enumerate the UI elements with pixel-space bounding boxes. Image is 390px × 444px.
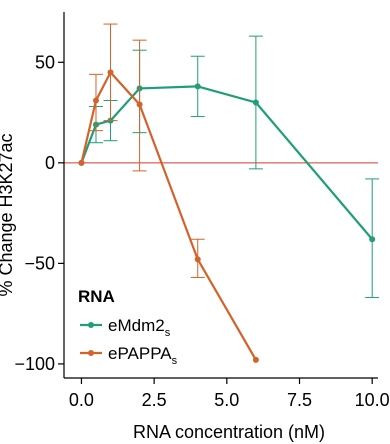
legend-title: RNA [78, 287, 115, 306]
data-point [369, 236, 376, 243]
y-tick-label: −50 [24, 253, 55, 273]
data-point [78, 159, 85, 166]
x-tick-label: 5.0 [214, 390, 239, 410]
y-tick-label: −100 [14, 354, 55, 374]
x-tick-label: 7.5 [287, 390, 312, 410]
y-axis-title: % Change H3K27ac [0, 133, 16, 296]
data-point [194, 83, 201, 90]
data-point [92, 97, 99, 104]
x-tick-label: 10.0 [355, 390, 390, 410]
legend-swatch-point [88, 350, 94, 356]
legend-label: eMdm2s [108, 316, 171, 339]
data-point [194, 256, 201, 263]
series-line [80, 71, 257, 361]
series-ePAPPAs [78, 23, 259, 363]
x-tick-label: 0.0 [69, 390, 94, 410]
x-axis-title: RNA concentration (nM) [133, 422, 325, 442]
x-tick-label: 2.5 [142, 390, 167, 410]
y-tick-label: 0 [45, 153, 55, 173]
data-point [252, 99, 259, 106]
data-series [78, 23, 380, 363]
legend-label: ePAPPAs [108, 344, 178, 367]
axes [63, 12, 378, 379]
data-point [136, 101, 143, 108]
data-point [107, 69, 114, 76]
data-point [252, 356, 259, 363]
legend-swatch-point [88, 322, 94, 328]
axis-ticks: 50 0 −50 −100 0.0 2.5 5.0 7.5 10.0 [14, 52, 389, 410]
legend: RNA eMdm2s ePAPPAs [78, 287, 178, 367]
y-tick-label: 50 [35, 52, 55, 72]
series-eMdm2s [78, 35, 380, 299]
